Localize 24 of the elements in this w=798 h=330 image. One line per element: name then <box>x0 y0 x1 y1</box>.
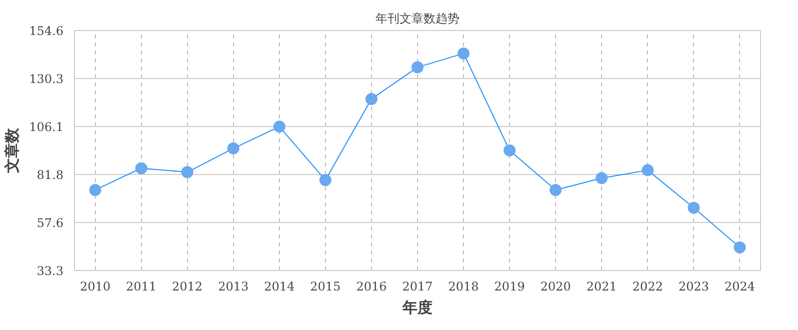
y-tick-label: 130.3 <box>29 72 64 86</box>
x-axis-title: 年度 <box>402 298 432 316</box>
x-tick-label: 2021 <box>586 280 617 294</box>
x-tick-label: 2018 <box>448 280 479 294</box>
x-tick-label: 2017 <box>402 280 433 294</box>
x-tick-label: 2016 <box>356 280 387 294</box>
x-tick-label: 2022 <box>632 280 663 294</box>
y-tick-label: 33.3 <box>36 264 64 278</box>
x-tick-label: 2010 <box>80 280 110 294</box>
y-tick-label: 106.1 <box>29 120 64 134</box>
x-tick-label: 2012 <box>172 280 203 294</box>
x-tick-label: 2024 <box>724 280 756 294</box>
y-axis-title: 文章数 <box>3 127 22 174</box>
y-tick-label: 154.6 <box>29 24 64 38</box>
x-tick-label: 2015 <box>310 280 341 294</box>
chart-title: 年刊文章数趋势 <box>376 12 460 26</box>
x-tick-label: 2019 <box>494 280 525 294</box>
x-tick-label: 2011 <box>126 280 157 294</box>
x-tick-label: 2013 <box>218 280 249 294</box>
x-tick-label: 2023 <box>678 280 710 294</box>
x-tick-label: 2020 <box>540 280 571 294</box>
y-tick-label: 57.6 <box>36 216 64 230</box>
y-tick-label: 81.8 <box>36 168 64 182</box>
x-tick-label: 2014 <box>264 280 296 294</box>
